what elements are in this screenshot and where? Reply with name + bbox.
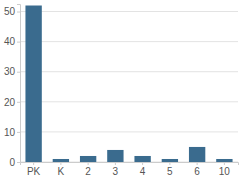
x-tick-label: PK [27,166,41,177]
bar [80,156,96,162]
bar [134,156,150,162]
x-tick-label: K [58,166,65,177]
x-tick-mark [115,162,116,165]
x-tick: 4 [140,162,146,177]
x-tick-label: 4 [140,166,146,177]
grid-line [20,71,238,72]
x-tick-label: 2 [85,166,91,177]
y-tick-mark [17,42,20,43]
bars [25,6,232,162]
x-tick-mark [224,162,225,165]
x-tick: 5 [167,162,173,177]
y-tick-label: 30 [4,66,16,77]
x-tick: 3 [113,162,119,177]
bar [162,159,178,162]
x-tick-mark [197,162,198,165]
x-tick-mark [33,162,34,165]
x-tick-label: 10 [219,166,231,177]
y-tick-label: 10 [4,127,16,138]
bar [216,159,232,162]
y-tick: 30 [4,66,20,77]
x-tick-mark [142,162,143,165]
bar [25,6,41,162]
x-tick: K [58,162,65,177]
bar [189,147,205,162]
y-axis-line [17,5,21,163]
x-tick-label: 5 [167,166,173,177]
x-tick-label: 6 [194,166,200,177]
y-tick-label: 50 [4,6,16,17]
grid-line [20,101,238,102]
chart: 0 10 20 30 40 50 PK K 2 3 4 5 6 10 [0,0,240,182]
bar [107,150,123,162]
y-tick: 50 [4,6,20,17]
y-tick: 10 [4,127,20,138]
y-tick: 40 [4,36,20,47]
y-tick-label: 0 [9,157,15,168]
grid-line [20,131,238,132]
y-tick-mark [17,132,20,133]
grid-line [20,11,238,12]
x-tick: PK [27,162,41,177]
x-tick-mark [88,162,89,165]
bar [53,159,69,162]
x-axis: PK K 2 3 4 5 6 10 [21,162,239,177]
x-tick: 10 [219,162,231,177]
y-axis: 0 10 20 30 40 50 [4,5,21,168]
y-tick-label: 20 [4,97,16,108]
y-tick-mark [17,162,20,163]
x-tick: 6 [194,162,200,177]
x-tick-mark [60,162,61,165]
x-tick: 2 [85,162,91,177]
y-tick: 20 [4,97,20,108]
y-tick-label: 40 [4,36,16,47]
x-tick-label: 3 [113,166,119,177]
grid-line [20,41,238,42]
y-tick-mark [17,72,20,73]
x-axis-line [21,163,239,166]
y-tick-mark [17,102,20,103]
y-tick-mark [17,12,20,13]
y-tick: 0 [9,157,20,168]
grid [20,12,238,162]
x-tick-mark [169,162,170,165]
